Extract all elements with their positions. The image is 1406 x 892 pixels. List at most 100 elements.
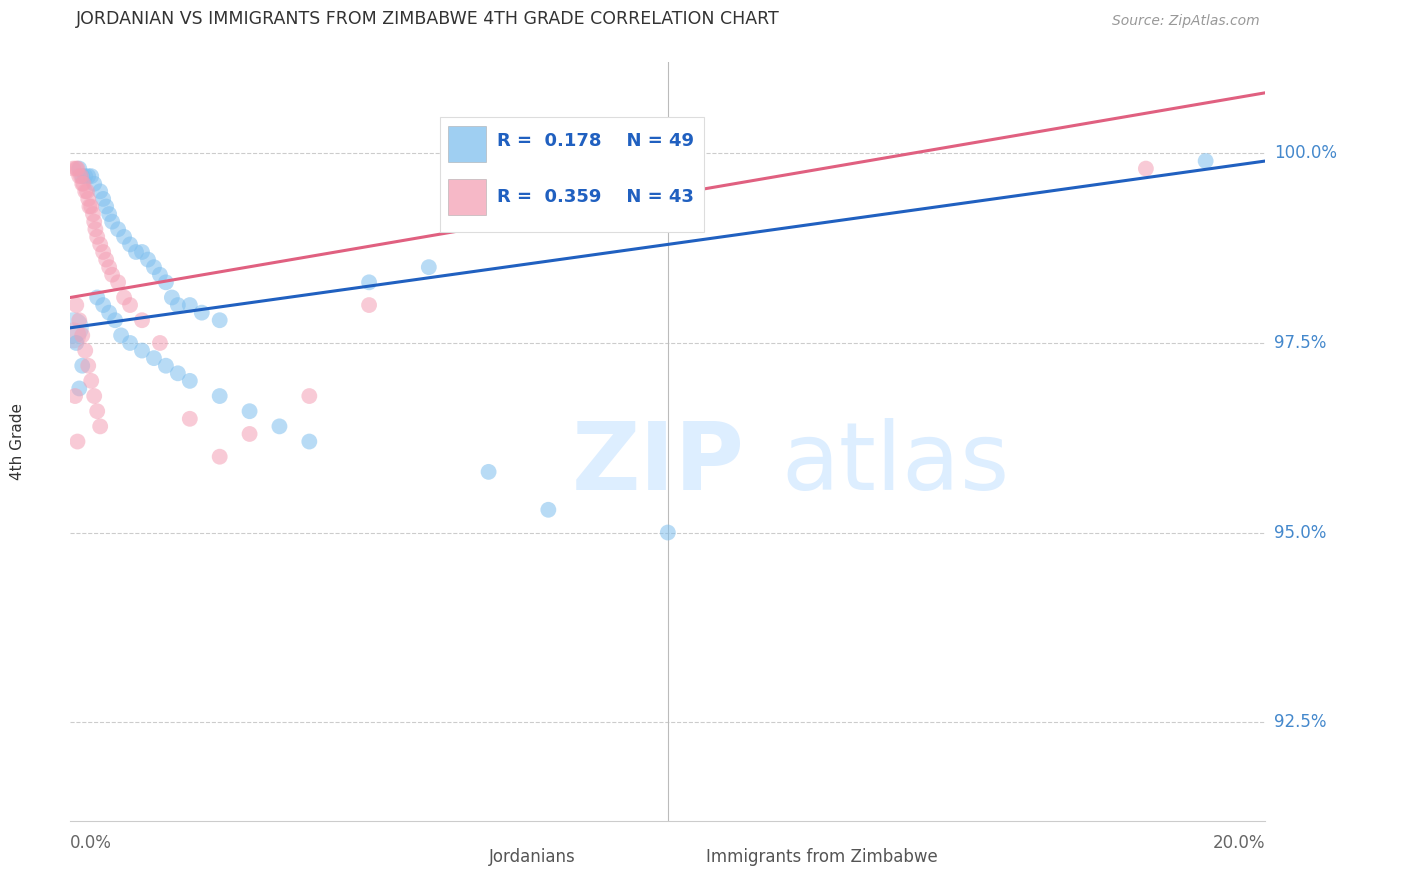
Point: [155, 276, 177, 290]
Point: [112, 291, 135, 305]
Point: [98, 207, 121, 221]
FancyBboxPatch shape: [449, 179, 486, 215]
Point: [76, 185, 98, 199]
Point: [77, 169, 100, 184]
Point: [110, 328, 132, 343]
Point: [104, 313, 127, 327]
Point: [63, 389, 86, 403]
Point: [67, 161, 90, 176]
Point: [65, 298, 87, 312]
Point: [418, 260, 440, 275]
Point: [83, 389, 105, 403]
Point: [208, 313, 231, 327]
Point: [298, 389, 321, 403]
Point: [1135, 161, 1157, 176]
Point: [101, 215, 124, 229]
Point: [89, 237, 111, 252]
Point: [179, 412, 201, 426]
Point: [62, 328, 84, 343]
Text: 92.5%: 92.5%: [1274, 713, 1327, 731]
FancyBboxPatch shape: [433, 845, 482, 869]
FancyBboxPatch shape: [449, 126, 486, 161]
Point: [80, 374, 103, 388]
Point: [269, 419, 291, 434]
Point: [155, 359, 177, 373]
Point: [1195, 154, 1218, 169]
Point: [66, 434, 89, 449]
Point: [131, 245, 153, 260]
Point: [91, 192, 114, 206]
Point: [191, 306, 214, 320]
Point: [70, 177, 93, 191]
Point: [167, 367, 190, 381]
Text: R =  0.359    N = 43: R = 0.359 N = 43: [496, 187, 693, 206]
Point: [79, 200, 101, 214]
Point: [149, 336, 172, 351]
Point: [65, 336, 87, 351]
Point: [208, 389, 231, 403]
Point: [83, 177, 105, 191]
Point: [101, 268, 124, 282]
Point: [83, 215, 105, 229]
Point: [70, 169, 93, 184]
Point: [657, 525, 679, 540]
Point: [75, 169, 97, 184]
Text: ZIP: ZIP: [572, 418, 745, 510]
Point: [70, 328, 93, 343]
Point: [112, 230, 135, 244]
Point: [75, 185, 97, 199]
Point: [77, 192, 100, 206]
Point: [72, 177, 94, 191]
Text: 100.0%: 100.0%: [1274, 145, 1337, 162]
Point: [62, 321, 84, 335]
Point: [359, 298, 381, 312]
Point: [96, 252, 117, 267]
Text: Jordanians: Jordanians: [489, 848, 575, 866]
Point: [179, 298, 201, 312]
Text: 20.0%: 20.0%: [1213, 834, 1265, 852]
Point: [96, 200, 117, 214]
Point: [120, 237, 141, 252]
Point: [67, 382, 90, 396]
Point: [62, 161, 84, 176]
Point: [80, 200, 103, 214]
Text: 95.0%: 95.0%: [1274, 524, 1327, 541]
Text: 0.0%: 0.0%: [70, 834, 112, 852]
Point: [160, 291, 183, 305]
Text: Immigrants from Zimbabwe: Immigrants from Zimbabwe: [706, 848, 938, 866]
Point: [120, 298, 141, 312]
Point: [86, 404, 108, 418]
Point: [125, 245, 148, 260]
Point: [239, 404, 262, 418]
Point: [359, 276, 381, 290]
Point: [67, 313, 90, 327]
Point: [167, 298, 190, 312]
Text: Source: ZipAtlas.com: Source: ZipAtlas.com: [1112, 14, 1260, 29]
Point: [80, 169, 103, 184]
Point: [149, 268, 172, 282]
Point: [89, 419, 111, 434]
FancyBboxPatch shape: [440, 117, 704, 232]
Point: [208, 450, 231, 464]
Point: [239, 427, 262, 442]
Point: [98, 260, 121, 275]
Point: [91, 245, 114, 260]
Text: JORDANIAN VS IMMIGRANTS FROM ZIMBABWE 4TH GRADE CORRELATION CHART: JORDANIAN VS IMMIGRANTS FROM ZIMBABWE 4T…: [76, 11, 780, 29]
Text: 97.5%: 97.5%: [1274, 334, 1327, 352]
Point: [120, 336, 141, 351]
Point: [82, 207, 104, 221]
Point: [537, 503, 560, 517]
Point: [131, 313, 153, 327]
Point: [70, 169, 93, 184]
Point: [478, 465, 501, 479]
Text: R =  0.178    N = 49: R = 0.178 N = 49: [496, 131, 695, 150]
Point: [67, 169, 90, 184]
Point: [143, 351, 166, 366]
Point: [143, 260, 166, 275]
Point: [298, 434, 321, 449]
Point: [179, 374, 201, 388]
Point: [66, 161, 89, 176]
Point: [98, 306, 121, 320]
Point: [107, 222, 129, 236]
Text: 4th Grade: 4th Grade: [10, 403, 25, 480]
